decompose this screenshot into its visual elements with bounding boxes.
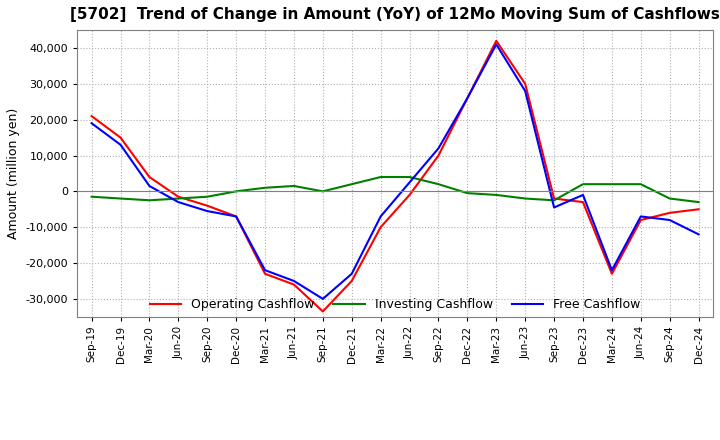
Investing Cashflow — [261, 185, 269, 191]
Operating Cashflow — [145, 174, 154, 180]
Investing Cashflow — [492, 192, 500, 198]
Free Cashflow — [116, 142, 125, 147]
Line: Investing Cashflow: Investing Cashflow — [91, 177, 698, 202]
Investing Cashflow — [694, 199, 703, 205]
Investing Cashflow — [579, 182, 588, 187]
Free Cashflow — [636, 214, 645, 219]
Operating Cashflow — [261, 271, 269, 276]
Investing Cashflow — [608, 182, 616, 187]
Operating Cashflow — [636, 217, 645, 223]
Free Cashflow — [579, 192, 588, 198]
Free Cashflow — [550, 205, 559, 210]
Investing Cashflow — [434, 182, 443, 187]
Investing Cashflow — [636, 182, 645, 187]
Line: Operating Cashflow: Operating Cashflow — [91, 41, 698, 312]
Operating Cashflow — [348, 279, 356, 284]
Free Cashflow — [694, 232, 703, 237]
Operating Cashflow — [318, 309, 327, 314]
Investing Cashflow — [463, 191, 472, 196]
Operating Cashflow — [289, 282, 298, 287]
Operating Cashflow — [116, 135, 125, 140]
Operating Cashflow — [174, 194, 183, 199]
Operating Cashflow — [87, 114, 96, 119]
Investing Cashflow — [232, 189, 240, 194]
Operating Cashflow — [405, 192, 414, 198]
Investing Cashflow — [521, 196, 529, 201]
Operating Cashflow — [232, 214, 240, 219]
Investing Cashflow — [145, 198, 154, 203]
Investing Cashflow — [174, 196, 183, 201]
Investing Cashflow — [289, 183, 298, 189]
Free Cashflow — [203, 209, 212, 214]
Investing Cashflow — [550, 198, 559, 203]
Free Cashflow — [348, 271, 356, 276]
Investing Cashflow — [318, 189, 327, 194]
Operating Cashflow — [492, 38, 500, 44]
Investing Cashflow — [203, 194, 212, 199]
Operating Cashflow — [377, 224, 385, 230]
Free Cashflow — [174, 199, 183, 205]
Legend: Operating Cashflow, Investing Cashflow, Free Cashflow: Operating Cashflow, Investing Cashflow, … — [145, 293, 645, 316]
Free Cashflow — [434, 146, 443, 151]
Free Cashflow — [232, 214, 240, 219]
Operating Cashflow — [203, 203, 212, 208]
Operating Cashflow — [550, 196, 559, 201]
Free Cashflow — [665, 217, 674, 223]
Investing Cashflow — [116, 196, 125, 201]
Free Cashflow — [87, 121, 96, 126]
Operating Cashflow — [608, 271, 616, 276]
Free Cashflow — [289, 279, 298, 284]
Free Cashflow — [405, 180, 414, 185]
Line: Free Cashflow: Free Cashflow — [91, 44, 698, 299]
Operating Cashflow — [463, 95, 472, 101]
Free Cashflow — [463, 95, 472, 101]
Title: [5702]  Trend of Change in Amount (YoY) of 12Mo Moving Sum of Cashflows: [5702] Trend of Change in Amount (YoY) o… — [70, 7, 720, 22]
Investing Cashflow — [87, 194, 96, 199]
Free Cashflow — [261, 268, 269, 273]
Operating Cashflow — [434, 153, 443, 158]
Investing Cashflow — [405, 174, 414, 180]
Investing Cashflow — [377, 174, 385, 180]
Y-axis label: Amount (million yen): Amount (million yen) — [7, 108, 20, 239]
Operating Cashflow — [579, 199, 588, 205]
Free Cashflow — [145, 183, 154, 189]
Operating Cashflow — [694, 207, 703, 212]
Investing Cashflow — [348, 182, 356, 187]
Operating Cashflow — [665, 210, 674, 216]
Investing Cashflow — [665, 196, 674, 201]
Free Cashflow — [521, 88, 529, 94]
Free Cashflow — [377, 214, 385, 219]
Operating Cashflow — [521, 81, 529, 87]
Free Cashflow — [492, 42, 500, 47]
Free Cashflow — [608, 268, 616, 273]
Free Cashflow — [318, 296, 327, 301]
